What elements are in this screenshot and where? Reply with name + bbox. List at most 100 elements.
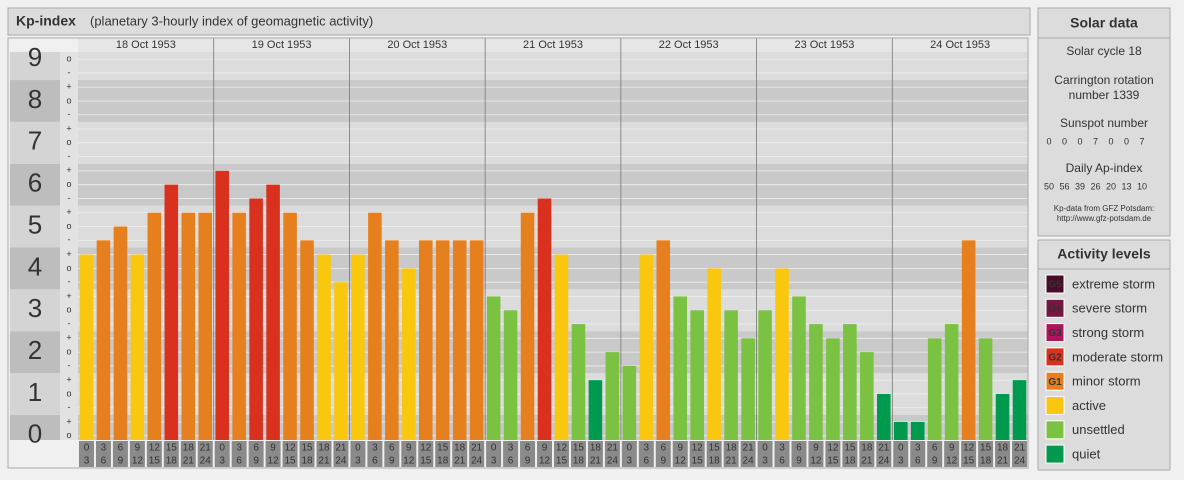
x-tick-label: 12 bbox=[539, 456, 551, 467]
bar bbox=[961, 240, 976, 440]
level-band bbox=[10, 80, 60, 122]
x-tick-label: 6 bbox=[389, 443, 395, 454]
hour-cell bbox=[282, 441, 298, 467]
x-tick-label: 24 bbox=[743, 456, 755, 467]
day-label: 20 Oct 1953 bbox=[387, 39, 447, 51]
hour-cell bbox=[740, 441, 756, 467]
hour-cell bbox=[604, 441, 620, 467]
hour-cell bbox=[469, 441, 485, 467]
y-minor-label: o bbox=[66, 430, 71, 440]
x-tick-label: 21 bbox=[471, 443, 483, 454]
y-minor-label: - bbox=[68, 360, 71, 370]
bar bbox=[860, 352, 874, 440]
day-label: 24 Oct 1953 bbox=[930, 39, 990, 51]
x-tick-label: 18 bbox=[573, 456, 585, 467]
x-tick-label: 15 bbox=[963, 456, 975, 467]
y-minor-label: o bbox=[66, 137, 71, 147]
legend-label: extreme storm bbox=[1072, 276, 1155, 291]
hour-cell bbox=[79, 441, 94, 467]
solar-value: 50 bbox=[1044, 181, 1054, 191]
bar bbox=[402, 268, 416, 440]
level-band bbox=[10, 52, 60, 81]
x-tick-label: 3 bbox=[101, 443, 107, 454]
level-band bbox=[10, 205, 60, 248]
solar-value: 0 bbox=[1108, 136, 1113, 146]
x-tick-label: 0 bbox=[355, 443, 361, 454]
bar bbox=[978, 338, 993, 440]
x-tick-label: 18 bbox=[183, 443, 195, 454]
bar bbox=[452, 240, 467, 440]
bar bbox=[690, 310, 704, 440]
x-tick-label: 15 bbox=[844, 443, 856, 454]
legend-label: active bbox=[1072, 398, 1106, 413]
bar bbox=[351, 254, 365, 440]
x-tick-label: 24 bbox=[471, 456, 483, 467]
bar bbox=[215, 170, 229, 440]
y-minor-label: o bbox=[66, 179, 71, 189]
y-minor-label: + bbox=[66, 333, 71, 343]
y-minor-label: - bbox=[68, 109, 71, 119]
x-tick-label: 12 bbox=[149, 443, 161, 454]
x-tick-label: 15 bbox=[149, 456, 161, 467]
hour-cell bbox=[231, 441, 247, 467]
x-tick-label: 6 bbox=[644, 456, 650, 467]
bar bbox=[995, 393, 1010, 440]
x-tick-label: 15 bbox=[827, 456, 839, 467]
bar bbox=[198, 212, 213, 440]
x-tick-label: 0 bbox=[219, 443, 225, 454]
legend-badge: G2 bbox=[1048, 353, 1062, 364]
hour-cell bbox=[876, 441, 892, 467]
y-minor-label: + bbox=[66, 375, 71, 385]
x-tick-label: 6 bbox=[118, 443, 124, 454]
hour-cell bbox=[995, 441, 1011, 467]
solar-value: 13 bbox=[1121, 181, 1131, 191]
bar bbox=[826, 338, 840, 440]
hour-cell bbox=[316, 441, 332, 467]
hour-cell bbox=[554, 441, 569, 467]
y-minor-label: - bbox=[68, 402, 71, 412]
x-tick-label: 15 bbox=[420, 456, 432, 467]
hour-cell bbox=[621, 441, 637, 467]
ap-title: Daily Ap-index bbox=[1066, 161, 1143, 175]
bar bbox=[537, 198, 552, 440]
chart-title: Kp-index bbox=[16, 13, 76, 29]
hour-cell bbox=[418, 441, 434, 467]
header bbox=[7, 7, 1031, 36]
day-label: 21 Oct 1953 bbox=[523, 39, 583, 51]
solar-value: 0 bbox=[1046, 136, 1051, 146]
legend-swatch bbox=[1045, 444, 1065, 464]
x-tick-label: 21 bbox=[861, 456, 873, 467]
y-tick-label: 1 bbox=[28, 377, 42, 407]
solar-value: 7 bbox=[1093, 136, 1098, 146]
y-minor-label: - bbox=[68, 235, 71, 245]
hour-cell bbox=[587, 441, 603, 467]
x-tick-label: 3 bbox=[84, 456, 90, 467]
y-minor-label: - bbox=[68, 318, 71, 328]
x-tick-label: 0 bbox=[84, 443, 90, 454]
legend-label: unsettled bbox=[1072, 422, 1125, 437]
bar bbox=[588, 380, 603, 440]
legend-swatch bbox=[1045, 298, 1065, 318]
x-tick-label: 3 bbox=[508, 443, 514, 454]
legend-swatch bbox=[1045, 274, 1065, 294]
bar bbox=[843, 324, 857, 440]
legend-swatch bbox=[1045, 347, 1065, 367]
legend-title: Activity levels bbox=[1057, 246, 1151, 262]
bar bbox=[622, 365, 637, 440]
x-tick-label: 9 bbox=[389, 456, 395, 467]
x-tick-label: 6 bbox=[253, 443, 259, 454]
x-tick-label: 6 bbox=[508, 456, 514, 467]
x-tick-label: 21 bbox=[997, 456, 1009, 467]
hour-cell bbox=[706, 441, 722, 467]
hour-cell bbox=[163, 441, 179, 467]
hour-cell bbox=[655, 441, 671, 467]
y-minor-label: - bbox=[68, 193, 71, 203]
x-tick-label: 12 bbox=[692, 443, 704, 454]
hour-cell bbox=[825, 441, 841, 467]
x-tick-label: 3 bbox=[219, 456, 225, 467]
y-minor-label: o bbox=[66, 263, 71, 273]
bar bbox=[809, 324, 823, 440]
y-minor-label: o bbox=[66, 305, 71, 315]
x-tick-label: 6 bbox=[236, 456, 242, 467]
level-band bbox=[10, 414, 60, 440]
